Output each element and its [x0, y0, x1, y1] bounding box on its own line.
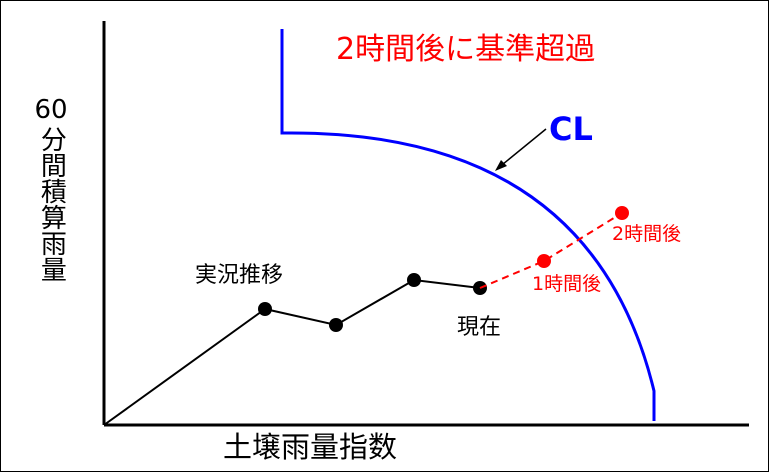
- cl-arrowhead: [495, 160, 507, 171]
- observed-trend-line: [103, 278, 481, 426]
- critical-line: [280, 29, 656, 421]
- forecast-point-1h: [537, 254, 551, 268]
- forecast-point-2h: [615, 206, 629, 220]
- current-label: 現在: [457, 315, 502, 340]
- observed-point: [407, 273, 421, 287]
- observed-point: [258, 302, 272, 316]
- y-axis-label-number: 60: [34, 95, 68, 125]
- y-axis-label: 60 分間積算雨量: [27, 97, 75, 288]
- cl-label: CL: [549, 110, 593, 148]
- forecast-1h-label: 1時間後: [532, 273, 602, 295]
- diagram-title: 2時間後に基準超過: [336, 32, 596, 67]
- cl-leader-line: [496, 128, 547, 170]
- x-axis-label: 土壌雨量指数: [223, 430, 398, 464]
- y-axis-label-text: 分間積算雨量: [36, 125, 67, 282]
- forecast-2h-label: 2時間後: [612, 223, 682, 245]
- trend-label: 実況推移: [195, 263, 284, 288]
- observed-point: [329, 318, 343, 332]
